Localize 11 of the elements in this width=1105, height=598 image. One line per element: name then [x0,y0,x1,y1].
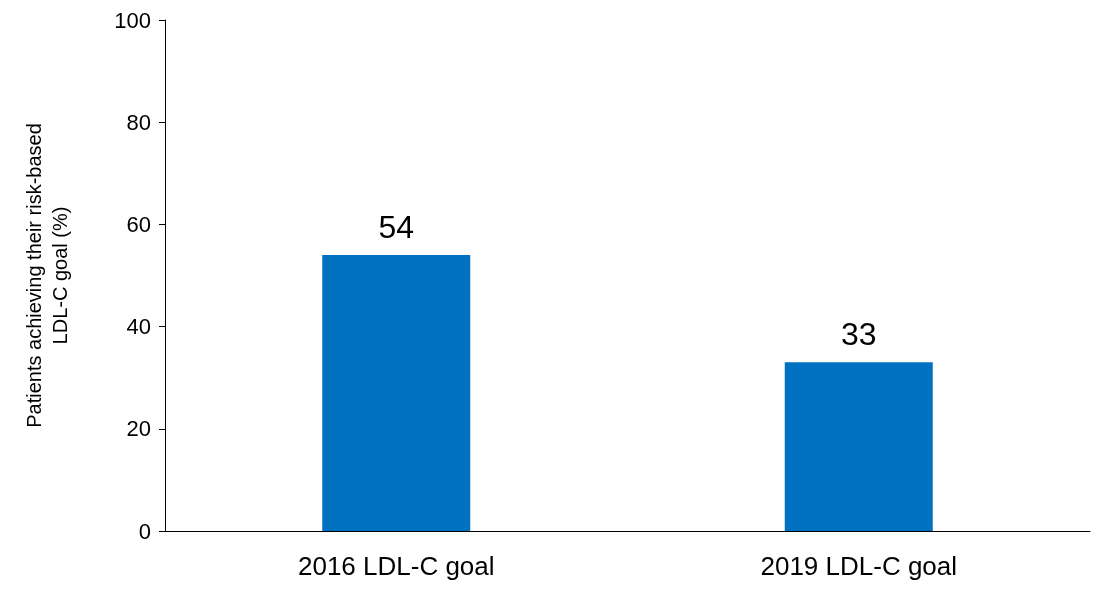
data-label: 54 [378,209,415,246]
y-tick-label: 60 [126,211,151,237]
y-tick-label: 40 [126,314,151,340]
x-tick-label: 2016 LDL-C goal [297,551,495,581]
data-label: 33 [840,316,877,353]
y-axis-title: Patients achieving their risk-based LDL-C goal (%) [23,123,71,428]
y-tick-label: 80 [126,109,151,135]
y-tick-label: 20 [126,416,151,442]
y-tick-label: 100 [114,7,151,33]
x-tick-label: 2019 LDL-C goal [760,551,958,581]
y-tick-label: 0 [138,518,151,544]
